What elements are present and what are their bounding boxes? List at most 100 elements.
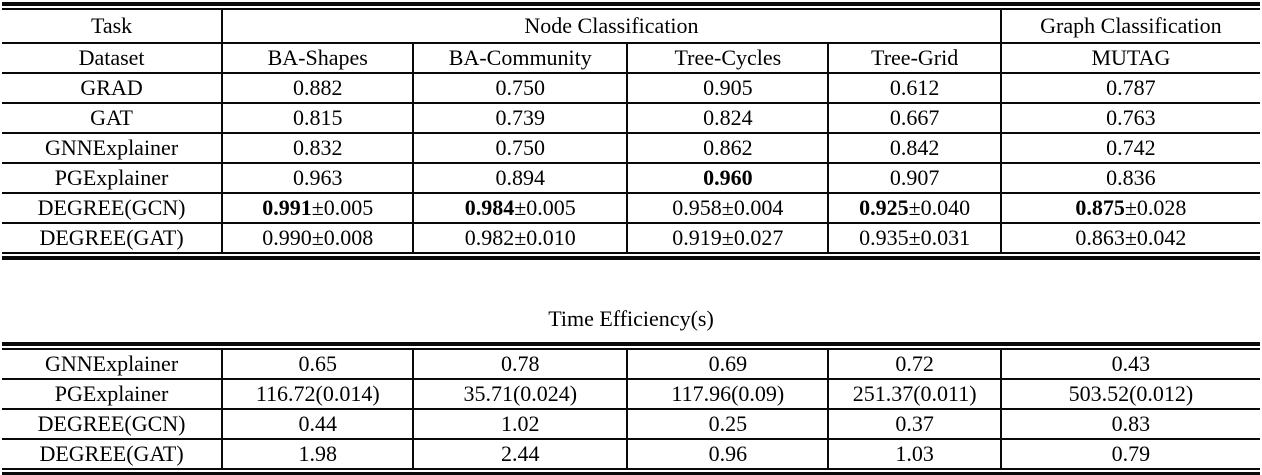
method-cell: GRAD xyxy=(2,72,223,103)
time-table-bottom-rule xyxy=(2,468,1260,475)
table-row: DEGREE(GCN) 0.991±0.005 0.984±0.005 0.958±0… xyxy=(2,192,1260,223)
value-cell: 0.815 xyxy=(221,102,414,133)
task-header-cell: Task xyxy=(90,12,133,38)
value-cell: 0.667 xyxy=(827,102,1001,133)
table-row: GAT 0.815 0.739 0.824 0.667 0.763 xyxy=(2,102,1260,133)
value-normal-part: 0.815 xyxy=(292,104,343,130)
value-bold-part: 0.991 xyxy=(262,194,312,220)
value-cell: 0.65 xyxy=(221,350,414,379)
value-cell: 0.875±0.028 xyxy=(999,192,1260,223)
value-cell: 0.991±0.005 xyxy=(221,192,414,223)
value-normal-part: 0.667 xyxy=(889,104,940,130)
value-cell: 0.960 xyxy=(626,162,829,193)
results-table-top-rule xyxy=(2,2,1260,10)
table-row-dataset-header: Dataset BA-Shapes BA-Community Tree-Cycles… xyxy=(2,42,1260,73)
value-normal-part: 0.905 xyxy=(703,74,753,100)
value-cell: 0.842 xyxy=(827,132,1001,163)
method-cell: DEGREE(GCN) xyxy=(2,408,223,439)
results-table-bottom-rule xyxy=(2,252,1260,260)
value-cell: 0.907 xyxy=(827,162,1001,193)
value-normal-part: 0.787 xyxy=(1106,74,1156,100)
value-cell: 0.83 xyxy=(999,408,1260,439)
value-normal-part: 0.935±0.031 xyxy=(859,224,971,250)
value-cell: 0.935±0.031 xyxy=(827,222,1001,252)
value-cell: 0.958±0.004 xyxy=(626,192,829,223)
value-cell: 0.612 xyxy=(827,72,1001,103)
results-table: Task Node Classification Graph Classific… xyxy=(2,10,1260,252)
value-cell: 0.750 xyxy=(412,72,628,103)
value-cell: 0.982±0.010 xyxy=(412,222,628,252)
value-cell: 0.984±0.005 xyxy=(412,192,628,223)
method-cell: DEGREE(GAT) xyxy=(2,222,223,252)
value-bold-part: 0.875 xyxy=(1075,194,1125,220)
value-cell: 0.824 xyxy=(626,102,829,133)
value-normal-part: ±0.005 xyxy=(514,194,576,220)
dataset-header-cell: Tree-Grid xyxy=(827,42,1001,73)
value-cell: 1.02 xyxy=(412,408,628,439)
value-normal-part: 0.963 xyxy=(292,164,343,190)
value-cell: 1.98 xyxy=(221,438,414,468)
value-normal-part: 0.894 xyxy=(495,164,546,190)
value-cell: 0.925±0.040 xyxy=(827,192,1001,223)
value-cell: 0.990±0.008 xyxy=(221,222,414,252)
value-normal-part: 0.832 xyxy=(292,134,343,160)
table-row: DEGREE(GAT) 0.990±0.008 0.982±0.010 0.919±0… xyxy=(2,222,1260,252)
dataset-header-cell: MUTAG xyxy=(999,42,1260,73)
value-cell: 117.96(0.09) xyxy=(626,378,829,409)
value-cell: 0.832 xyxy=(221,132,414,163)
method-cell: DEGREE(GAT) xyxy=(2,438,223,468)
value-cell: 503.52(0.012) xyxy=(999,378,1260,409)
value-cell: 0.919±0.027 xyxy=(626,222,829,252)
value-normal-part: 0.842 xyxy=(889,134,940,160)
method-cell: PGExplainer xyxy=(2,162,223,193)
value-cell: 1.03 xyxy=(827,438,1001,468)
value-normal-part: 0.882 xyxy=(292,74,343,100)
value-normal-part: 0.862 xyxy=(703,134,753,160)
table-row: GNNExplainer 0.832 0.750 0.862 0.842 0.742 xyxy=(2,132,1260,163)
value-cell: 0.905 xyxy=(626,72,829,103)
value-cell: 0.836 xyxy=(999,162,1260,193)
time-efficiency-caption: Time Efficiency(s) xyxy=(548,306,714,331)
value-normal-part: 0.990±0.008 xyxy=(262,224,374,250)
value-cell: 116.72(0.014) xyxy=(221,378,414,409)
value-cell: 0.763 xyxy=(999,102,1260,133)
method-cell: GAT xyxy=(2,102,223,133)
value-normal-part: 0.982±0.010 xyxy=(464,224,576,250)
value-normal-part: ±0.028 xyxy=(1124,194,1187,220)
value-cell: 0.963 xyxy=(221,162,414,193)
value-normal-part: 0.836 xyxy=(1106,164,1156,190)
value-cell: 0.78 xyxy=(412,350,628,379)
table-row: PGExplainer 0.963 0.894 0.960 0.907 0.836 xyxy=(2,162,1260,193)
value-normal-part: 0.824 xyxy=(703,104,753,130)
value-cell: 0.750 xyxy=(412,132,628,163)
value-cell: 0.96 xyxy=(626,438,829,468)
table-row: DEGREE(GAT) 1.98 2.44 0.96 1.03 0.79 xyxy=(2,438,1260,468)
value-normal-part: 0.739 xyxy=(495,104,546,130)
value-cell: 0.43 xyxy=(999,350,1260,379)
table-row: GNNExplainer 0.65 0.78 0.69 0.72 0.43 xyxy=(2,350,1260,379)
table-row: PGExplainer 116.72(0.014) 35.71(0.024) 117.… xyxy=(2,378,1260,409)
value-bold-part: 0.925 xyxy=(859,194,909,220)
dataset-header-cell: BA-Shapes xyxy=(221,42,414,73)
table-row-task-header: Task Node Classification Graph Classific… xyxy=(2,10,1260,43)
value-normal-part: 0.750 xyxy=(495,134,546,160)
value-cell: 0.739 xyxy=(412,102,628,133)
method-cell: GNNExplainer xyxy=(2,132,223,163)
value-cell: 0.69 xyxy=(626,350,829,379)
time-table: GNNExplainer 0.65 0.78 0.69 0.72 0.43 PGExplai… xyxy=(2,350,1260,468)
value-cell: 251.37(0.011) xyxy=(827,378,1001,409)
value-cell: 0.863±0.042 xyxy=(999,222,1260,252)
value-cell: 35.71(0.024) xyxy=(412,378,628,409)
value-bold-part: 0.960 xyxy=(703,164,753,190)
value-normal-part: 0.750 xyxy=(495,74,546,100)
method-cell: GNNExplainer xyxy=(44,350,179,376)
node-classification-header-cell: Node Classification xyxy=(221,10,1001,43)
value-normal-part: ±0.040 xyxy=(908,194,971,220)
method-cell: PGExplainer xyxy=(2,378,223,409)
table-row: GRAD 0.882 0.750 0.905 0.612 0.787 xyxy=(2,72,1260,103)
value-normal-part: 0.958±0.004 xyxy=(672,194,784,220)
value-cell: 0.79 xyxy=(999,438,1260,468)
value-normal-part: 0.907 xyxy=(889,164,940,190)
value-cell: 0.37 xyxy=(827,408,1001,439)
